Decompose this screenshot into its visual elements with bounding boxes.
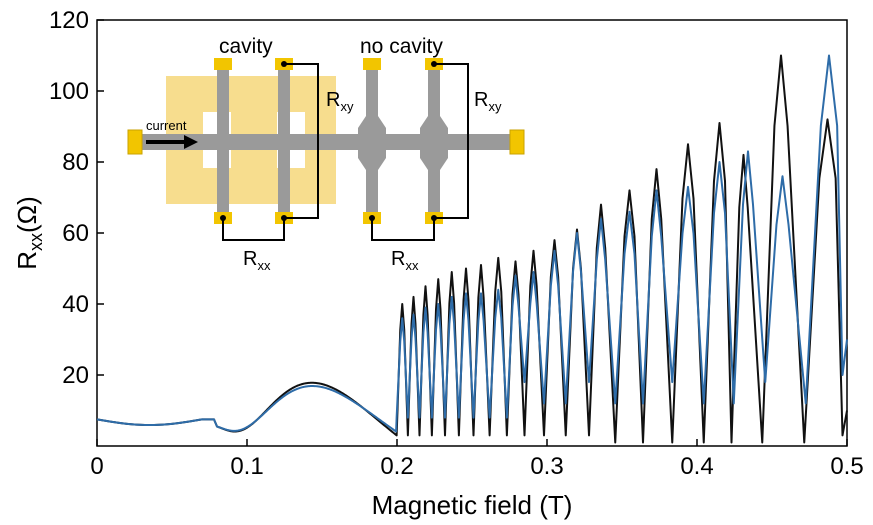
inset-arm-1 [217,66,229,216]
data-lines [96,54,848,444]
y-axis-title-main: R [12,251,42,270]
inset-wire-rxy-no-cavity [434,63,469,219]
y-axis-title-tail: (Ω) [12,196,42,233]
inset-terminal [369,215,375,221]
x-axis-title: Magnetic field (T) [372,490,573,520]
inset-wire-rxy-cavity [284,63,319,219]
inset-contact-right [509,129,525,155]
x-tick-label: 0.1 [230,453,263,480]
y-tick-label: 60 [62,220,89,247]
inset-cavity-label: cavity [219,35,273,58]
y-axis-title: Rxx(Ω) [12,196,46,270]
inset-rxx-main: R [391,248,405,270]
x-tick-label: 0.3 [530,453,563,480]
inset-rxy-main: R [326,89,340,111]
inset-terminal [431,61,437,67]
inset-no-cavity-label: no cavity [360,35,443,58]
inset-wire-rxx-no-cavity [371,218,435,241]
y-tick-label: 120 [49,7,89,34]
y-tick-label: 40 [62,291,89,318]
inset-terminal [281,215,287,221]
y-tick-label: 80 [62,149,89,176]
inset-contact-left [127,129,143,155]
inset-contact-top-3 [363,58,381,70]
series-line [96,54,848,433]
inset-wiring [222,63,469,241]
x-tick-label: 0.4 [680,453,713,480]
x-tick-label: 0.2 [380,453,413,480]
inset-rxx-cavity-label: Rxx [243,248,271,273]
y-tick-label: 100 [49,78,89,105]
inset-rxy-main: R [474,89,488,111]
inset-rxy-cavity-label: Rxy [326,89,354,114]
y-axis-title-sub: xx [26,233,46,251]
inset-rxy-sub: xy [340,99,354,114]
inset-terminal [281,61,287,67]
inset-rxx-no-cavity-label: Rxx [391,248,419,273]
inset-wire-rxx-cavity [222,218,285,241]
inset-arm-3 [358,66,386,216]
inset-current-arrowhead [184,135,198,149]
axis-ticks: 0 0.1 0.2 0.3 0.4 0.5 20 40 60 80 100 120 [49,7,864,480]
inset-contact-top-1 [214,58,232,70]
inset-rxx-sub: xx [257,258,271,273]
inset-rxy-sub: xy [488,99,502,114]
inset-terminal [220,215,226,221]
inset-arm-4 [420,66,448,216]
inset-schematic: current cavity no cavity Rxy Rxy Rxx Rxx [127,35,525,273]
y-tick-label: 20 [62,362,89,389]
x-tick-label: 0.5 [830,453,863,480]
inset-rxx-main: R [243,248,257,270]
inset-rxx-sub: xx [405,258,419,273]
inset-arm-2 [278,66,290,216]
inset-current-label: current [146,118,187,133]
inset-rxy-no-cavity-label: Rxy [474,89,502,114]
inset-terminal [431,215,437,221]
x-tick-label: 0 [90,453,103,480]
